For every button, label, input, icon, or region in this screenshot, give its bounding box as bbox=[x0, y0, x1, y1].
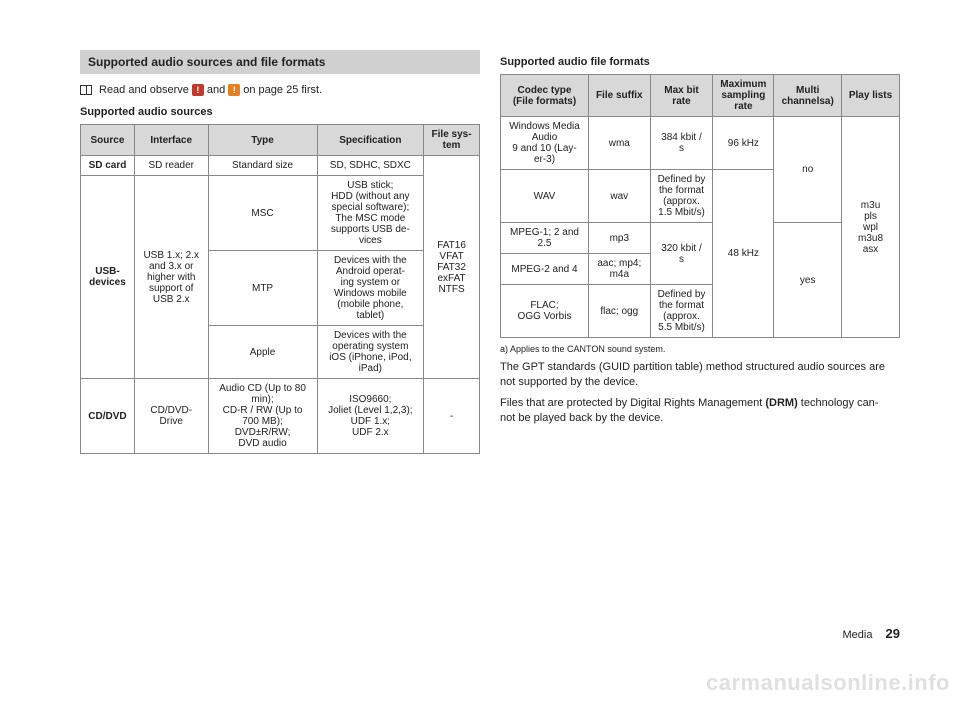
cell: SD card bbox=[81, 156, 135, 176]
cell: USB 1.x; 2.x and 3.x or higher with supp… bbox=[134, 176, 208, 379]
cell: MSC bbox=[208, 176, 317, 251]
read-observe-note: Read and observe ! and ! on page 25 firs… bbox=[80, 84, 480, 96]
read-suffix: on page 25 first. bbox=[243, 84, 322, 96]
th: File suffix bbox=[589, 75, 651, 117]
cell: Apple bbox=[208, 326, 317, 379]
cell: mp3 bbox=[589, 223, 651, 254]
cell: ISO9660; Joliet (Level 1,2,3); UDF 1.x; … bbox=[317, 379, 424, 454]
table-header-row: Codec type (File formats) File suffix Ma… bbox=[501, 75, 900, 117]
footnote: a) Applies to the CANTON sound system. bbox=[500, 344, 900, 354]
book-icon bbox=[80, 85, 92, 95]
body-paragraph-2: Files that are protected by Digital Righ… bbox=[500, 396, 900, 426]
table-row: SD card SD reader Standard size SD, SDHC… bbox=[81, 156, 480, 176]
th-interface: Interface bbox=[134, 125, 208, 156]
th-filesys: File sys- tem bbox=[424, 125, 480, 156]
th: Max bit rate bbox=[650, 75, 713, 117]
footer-section: Media bbox=[843, 629, 873, 641]
p2-part-a: Files that are protected by Digital Righ… bbox=[500, 397, 765, 409]
cell: aac; mp4; m4a bbox=[589, 254, 651, 285]
cell: Defined by the format (approx. 1.5 Mbit/… bbox=[650, 170, 713, 223]
cell: MTP bbox=[208, 251, 317, 326]
page-footer: Media 29 bbox=[843, 626, 901, 641]
cell: Devices with the Android operat- ing sys… bbox=[317, 251, 424, 326]
table-row: USB- devices USB 1.x; 2.x and 3.x or hig… bbox=[81, 176, 480, 251]
cell: MPEG-2 and 4 bbox=[501, 254, 589, 285]
cell: USB- devices bbox=[81, 176, 135, 379]
cell: Defined by the format (approx. 5.5 Mbit/… bbox=[650, 285, 713, 338]
th: Maximum sampling rate bbox=[713, 75, 774, 117]
th-source: Source bbox=[81, 125, 135, 156]
sub-heading-sources: Supported audio sources bbox=[80, 106, 480, 118]
th: Play lists bbox=[842, 75, 900, 117]
cell: CD/DVD- Drive bbox=[134, 379, 208, 454]
table-row: MPEG-1; 2 and 2.5 mp3 320 kbit / s yes bbox=[501, 223, 900, 254]
read-middle: and bbox=[207, 84, 225, 96]
warning-icon-red: ! bbox=[192, 84, 204, 96]
footer-page-number: 29 bbox=[886, 626, 900, 641]
th: Multi channelsa) bbox=[774, 75, 842, 117]
cell: CD/DVD bbox=[81, 379, 135, 454]
cell: 48 kHz bbox=[713, 170, 774, 338]
cell: Audio CD (Up to 80 min); CD-R / RW (Up t… bbox=[208, 379, 317, 454]
table-row: Windows Media Audio 9 and 10 (Lay- er-3)… bbox=[501, 117, 900, 170]
read-prefix: Read and observe bbox=[99, 84, 189, 96]
cell: FAT16 VFAT FAT32 exFAT NTFS bbox=[424, 156, 480, 379]
watermark: carmanualsonline.info bbox=[706, 670, 950, 696]
th-type: Type bbox=[208, 125, 317, 156]
table-row: CD/DVD CD/DVD- Drive Audio CD (Up to 80 … bbox=[81, 379, 480, 454]
cell: wma bbox=[589, 117, 651, 170]
cell: wav bbox=[589, 170, 651, 223]
cell: no bbox=[774, 117, 842, 223]
cell: USB stick; HDD (without any special soft… bbox=[317, 176, 424, 251]
cell: m3u pls wpl m3u8 asx bbox=[842, 117, 900, 338]
right-column: Supported audio file formats Codec type … bbox=[500, 50, 900, 454]
p2-part-b: (DRM) bbox=[765, 397, 797, 409]
th: Codec type (File formats) bbox=[501, 75, 589, 117]
cell: 96 kHz bbox=[713, 117, 774, 170]
cell: MPEG-1; 2 and 2.5 bbox=[501, 223, 589, 254]
page-content: Supported audio sources and file formats… bbox=[0, 0, 960, 474]
cell: Standard size bbox=[208, 156, 317, 176]
cell: - bbox=[424, 379, 480, 454]
cell: FLAC; OGG Vorbis bbox=[501, 285, 589, 338]
cell: Windows Media Audio 9 and 10 (Lay- er-3) bbox=[501, 117, 589, 170]
left-column: Supported audio sources and file formats… bbox=[80, 50, 480, 454]
th-spec: Specification bbox=[317, 125, 424, 156]
cell: WAV bbox=[501, 170, 589, 223]
cell: flac; ogg bbox=[589, 285, 651, 338]
cell: 384 kbit / s bbox=[650, 117, 713, 170]
formats-table: Codec type (File formats) File suffix Ma… bbox=[500, 74, 900, 338]
cell: 320 kbit / s bbox=[650, 223, 713, 285]
sub-heading-formats: Supported audio file formats bbox=[500, 56, 900, 68]
sources-table: Source Interface Type Specification File… bbox=[80, 124, 480, 454]
cell: SD reader bbox=[134, 156, 208, 176]
section-title: Supported audio sources and file formats bbox=[80, 50, 480, 74]
cell: SD, SDHC, SDXC bbox=[317, 156, 424, 176]
table-header-row: Source Interface Type Specification File… bbox=[81, 125, 480, 156]
body-paragraph-1: The GPT standards (GUID partition table)… bbox=[500, 360, 900, 390]
cell: Devices with the operating system iOS (i… bbox=[317, 326, 424, 379]
warning-icon-orange: ! bbox=[228, 84, 240, 96]
cell: yes bbox=[774, 223, 842, 338]
